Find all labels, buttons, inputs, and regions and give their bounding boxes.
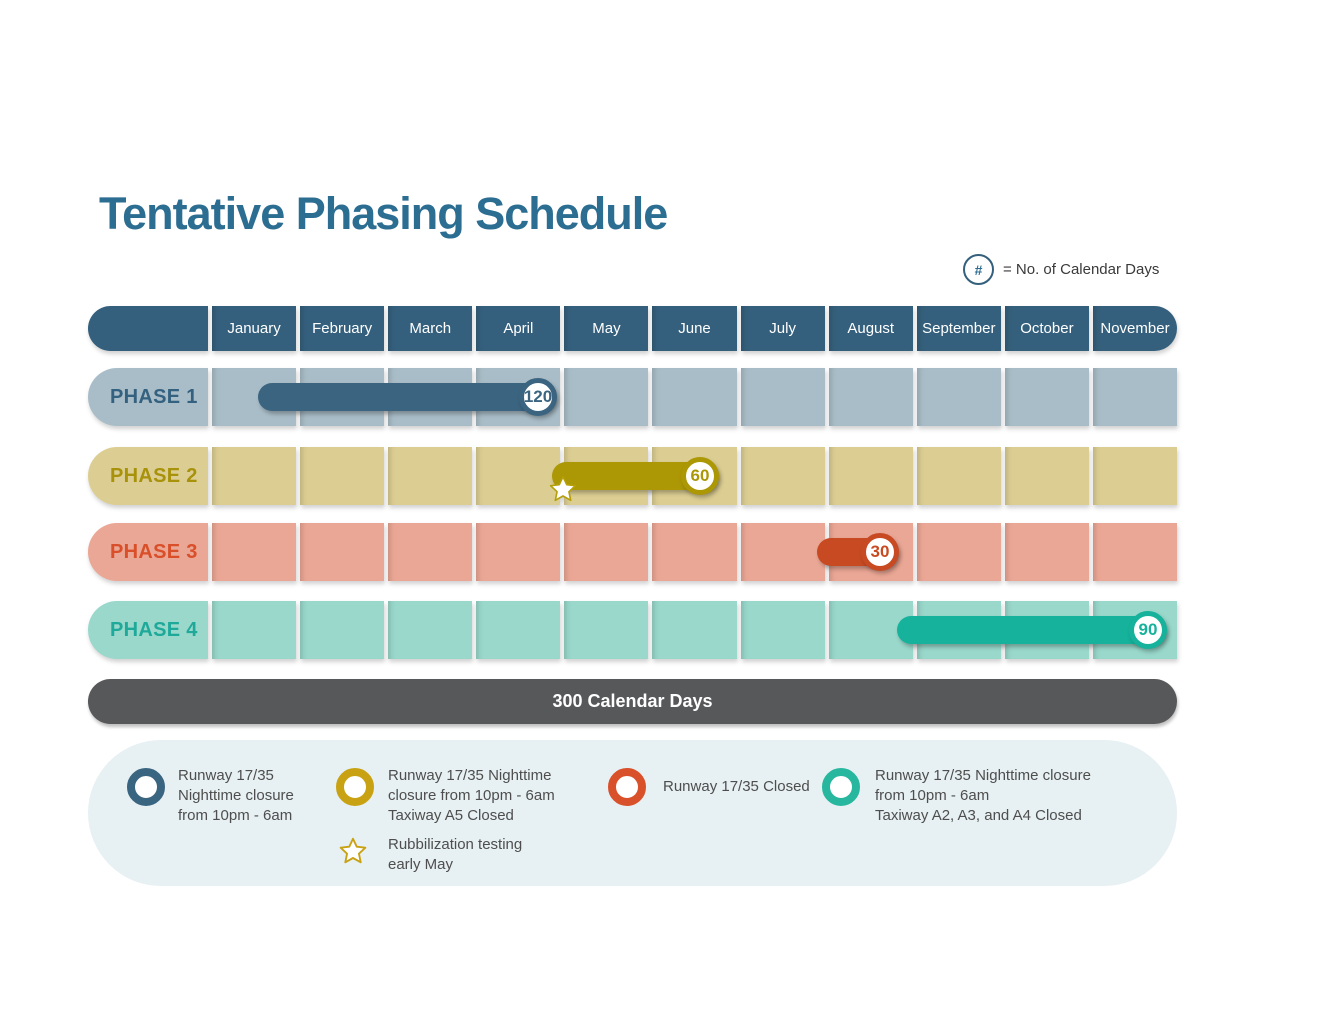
month-header: September [916, 306, 1001, 351]
phase-3-month-cell [300, 523, 385, 581]
header-corner-cell [88, 306, 208, 351]
phase-2-month-cell [388, 447, 473, 505]
calendar-days-key-label: = No. of Calendar Days [1003, 261, 1160, 278]
phase-2-month-cell [212, 447, 297, 505]
phase-4-month-cell [564, 601, 649, 659]
legend-line: Runway 17/35 Nighttime closure [875, 767, 1091, 784]
phase-3-month-cell [212, 523, 297, 581]
phase-4-month-cell [476, 601, 561, 659]
legend-item-phase4: Runway 17/35 Nighttime closure from 10pm… [875, 766, 1091, 826]
phase-3-days-badge: 30 [861, 533, 899, 571]
phase-4-month-cell [740, 601, 825, 659]
legend-item-phase2: Runway 17/35 Nighttime closure from 10pm… [388, 766, 555, 826]
phase-1-days-badge: 120 [519, 378, 557, 416]
phase-3-month-cell [1092, 523, 1178, 581]
phase-1-month-cell [916, 368, 1001, 426]
legend-line: Rubbilization testing [388, 836, 523, 853]
phase-2-row: PHASE 2 60 [88, 447, 1178, 505]
red-circle-icon [608, 768, 646, 806]
phase-3-label: PHASE 3 [88, 523, 208, 581]
month-header: March [388, 306, 473, 351]
month-header: November [1092, 306, 1178, 351]
month-header: October [1004, 306, 1089, 351]
phase-3-month-cell [1004, 523, 1089, 581]
phase-4-month-cell [212, 601, 297, 659]
month-header: June [652, 306, 737, 351]
phase-4-month-cell [388, 601, 473, 659]
phase-3-month-cell [652, 523, 737, 581]
phase-4-month-cell [300, 601, 385, 659]
month-header: August [828, 306, 913, 351]
legend-line: Runway 17/35 Closed [663, 778, 810, 795]
month-header-row: January February March April May June Ju… [88, 306, 1178, 351]
legend-line: closure from 10pm - 6am [388, 787, 555, 804]
phase-1-month-cell [740, 368, 825, 426]
phase-2-month-cell [916, 447, 1001, 505]
legend-line: Nighttime closure [178, 787, 294, 804]
month-header: July [740, 306, 825, 351]
phase-2-month-cell [1004, 447, 1089, 505]
phase-3-month-cell [476, 523, 561, 581]
phase-1-month-cell [1092, 368, 1178, 426]
calendar-days-key: # = No. of Calendar Days [963, 254, 1159, 285]
legend-item-star-note: Rubbilization testing early May [388, 835, 522, 875]
legend-item-phase1: Runway 17/35 Nighttime closure from 10pm… [178, 766, 294, 826]
number-badge-icon: # [963, 254, 994, 285]
month-header: January [212, 306, 297, 351]
phase-2-month-cell [300, 447, 385, 505]
phasing-schedule-chart: January February March April May June Ju… [88, 306, 1178, 886]
month-header: May [564, 306, 649, 351]
phase-4-row: PHASE 4 90 [88, 601, 1178, 659]
phase-3-month-cell [564, 523, 649, 581]
phase-1-month-cell [564, 368, 649, 426]
phase-1-duration-bar: 120 [258, 378, 557, 416]
page-title: Tentative Phasing Schedule [99, 188, 668, 239]
legend-line: Runway 17/35 Nighttime [388, 767, 552, 784]
phase-2-days-badge: 60 [681, 457, 719, 495]
phase-1-month-cell [652, 368, 737, 426]
phase-2-label: PHASE 2 [88, 447, 208, 505]
phase-1-month-cell [828, 368, 913, 426]
legend-line: from 10pm - 6am [178, 807, 293, 824]
phase-3-month-cell [740, 523, 825, 581]
phase-1-row: PHASE 1 120 [88, 368, 1178, 426]
month-header: April [476, 306, 561, 351]
phase-2-month-cell [1092, 447, 1178, 505]
phase-4-month-cell [652, 601, 737, 659]
phase-3-row: PHASE 3 30 [88, 523, 1178, 581]
phase-4-label: PHASE 4 [88, 601, 208, 659]
teal-circle-icon [822, 768, 860, 806]
gold-circle-icon [336, 768, 374, 806]
rubbilization-star-icon [549, 475, 577, 502]
legend-line: Runway 17/35 [178, 767, 274, 784]
phase-2-month-cell [740, 447, 825, 505]
phase-3-month-cell [916, 523, 1001, 581]
legend-line: Taxiway A5 Closed [388, 807, 514, 824]
blue-circle-icon [127, 768, 165, 806]
phase-2-month-cell [828, 447, 913, 505]
legend-line: early May [388, 856, 454, 873]
phase-4-days-badge: 90 [1129, 611, 1167, 649]
phase-1-label: PHASE 1 [88, 368, 208, 426]
legend-line: Taxiway A2, A3, and A4 Closed [875, 807, 1082, 824]
total-calendar-days-bar: 300 Calendar Days [88, 679, 1177, 724]
legend-item-phase3: Runway 17/35 Closed [663, 777, 810, 797]
phase-2-duration-bar: 60 [552, 457, 719, 495]
phase-1-month-cell [1004, 368, 1089, 426]
phase-2-month-cell [476, 447, 561, 505]
gold-star-icon [339, 837, 367, 864]
legend-panel: Runway 17/35 Nighttime closure from 10pm… [88, 740, 1177, 886]
phase-3-month-cell [388, 523, 473, 581]
legend-line: from 10pm - 6am [875, 787, 990, 804]
phase-4-duration-bar: 90 [897, 611, 1167, 649]
phase-3-duration-bar: 30 [817, 533, 899, 571]
month-header: February [300, 306, 385, 351]
